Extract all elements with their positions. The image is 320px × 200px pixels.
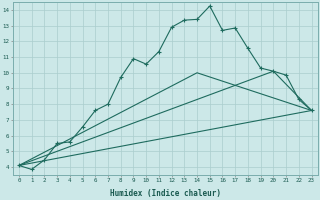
X-axis label: Humidex (Indice chaleur): Humidex (Indice chaleur) <box>110 189 221 198</box>
